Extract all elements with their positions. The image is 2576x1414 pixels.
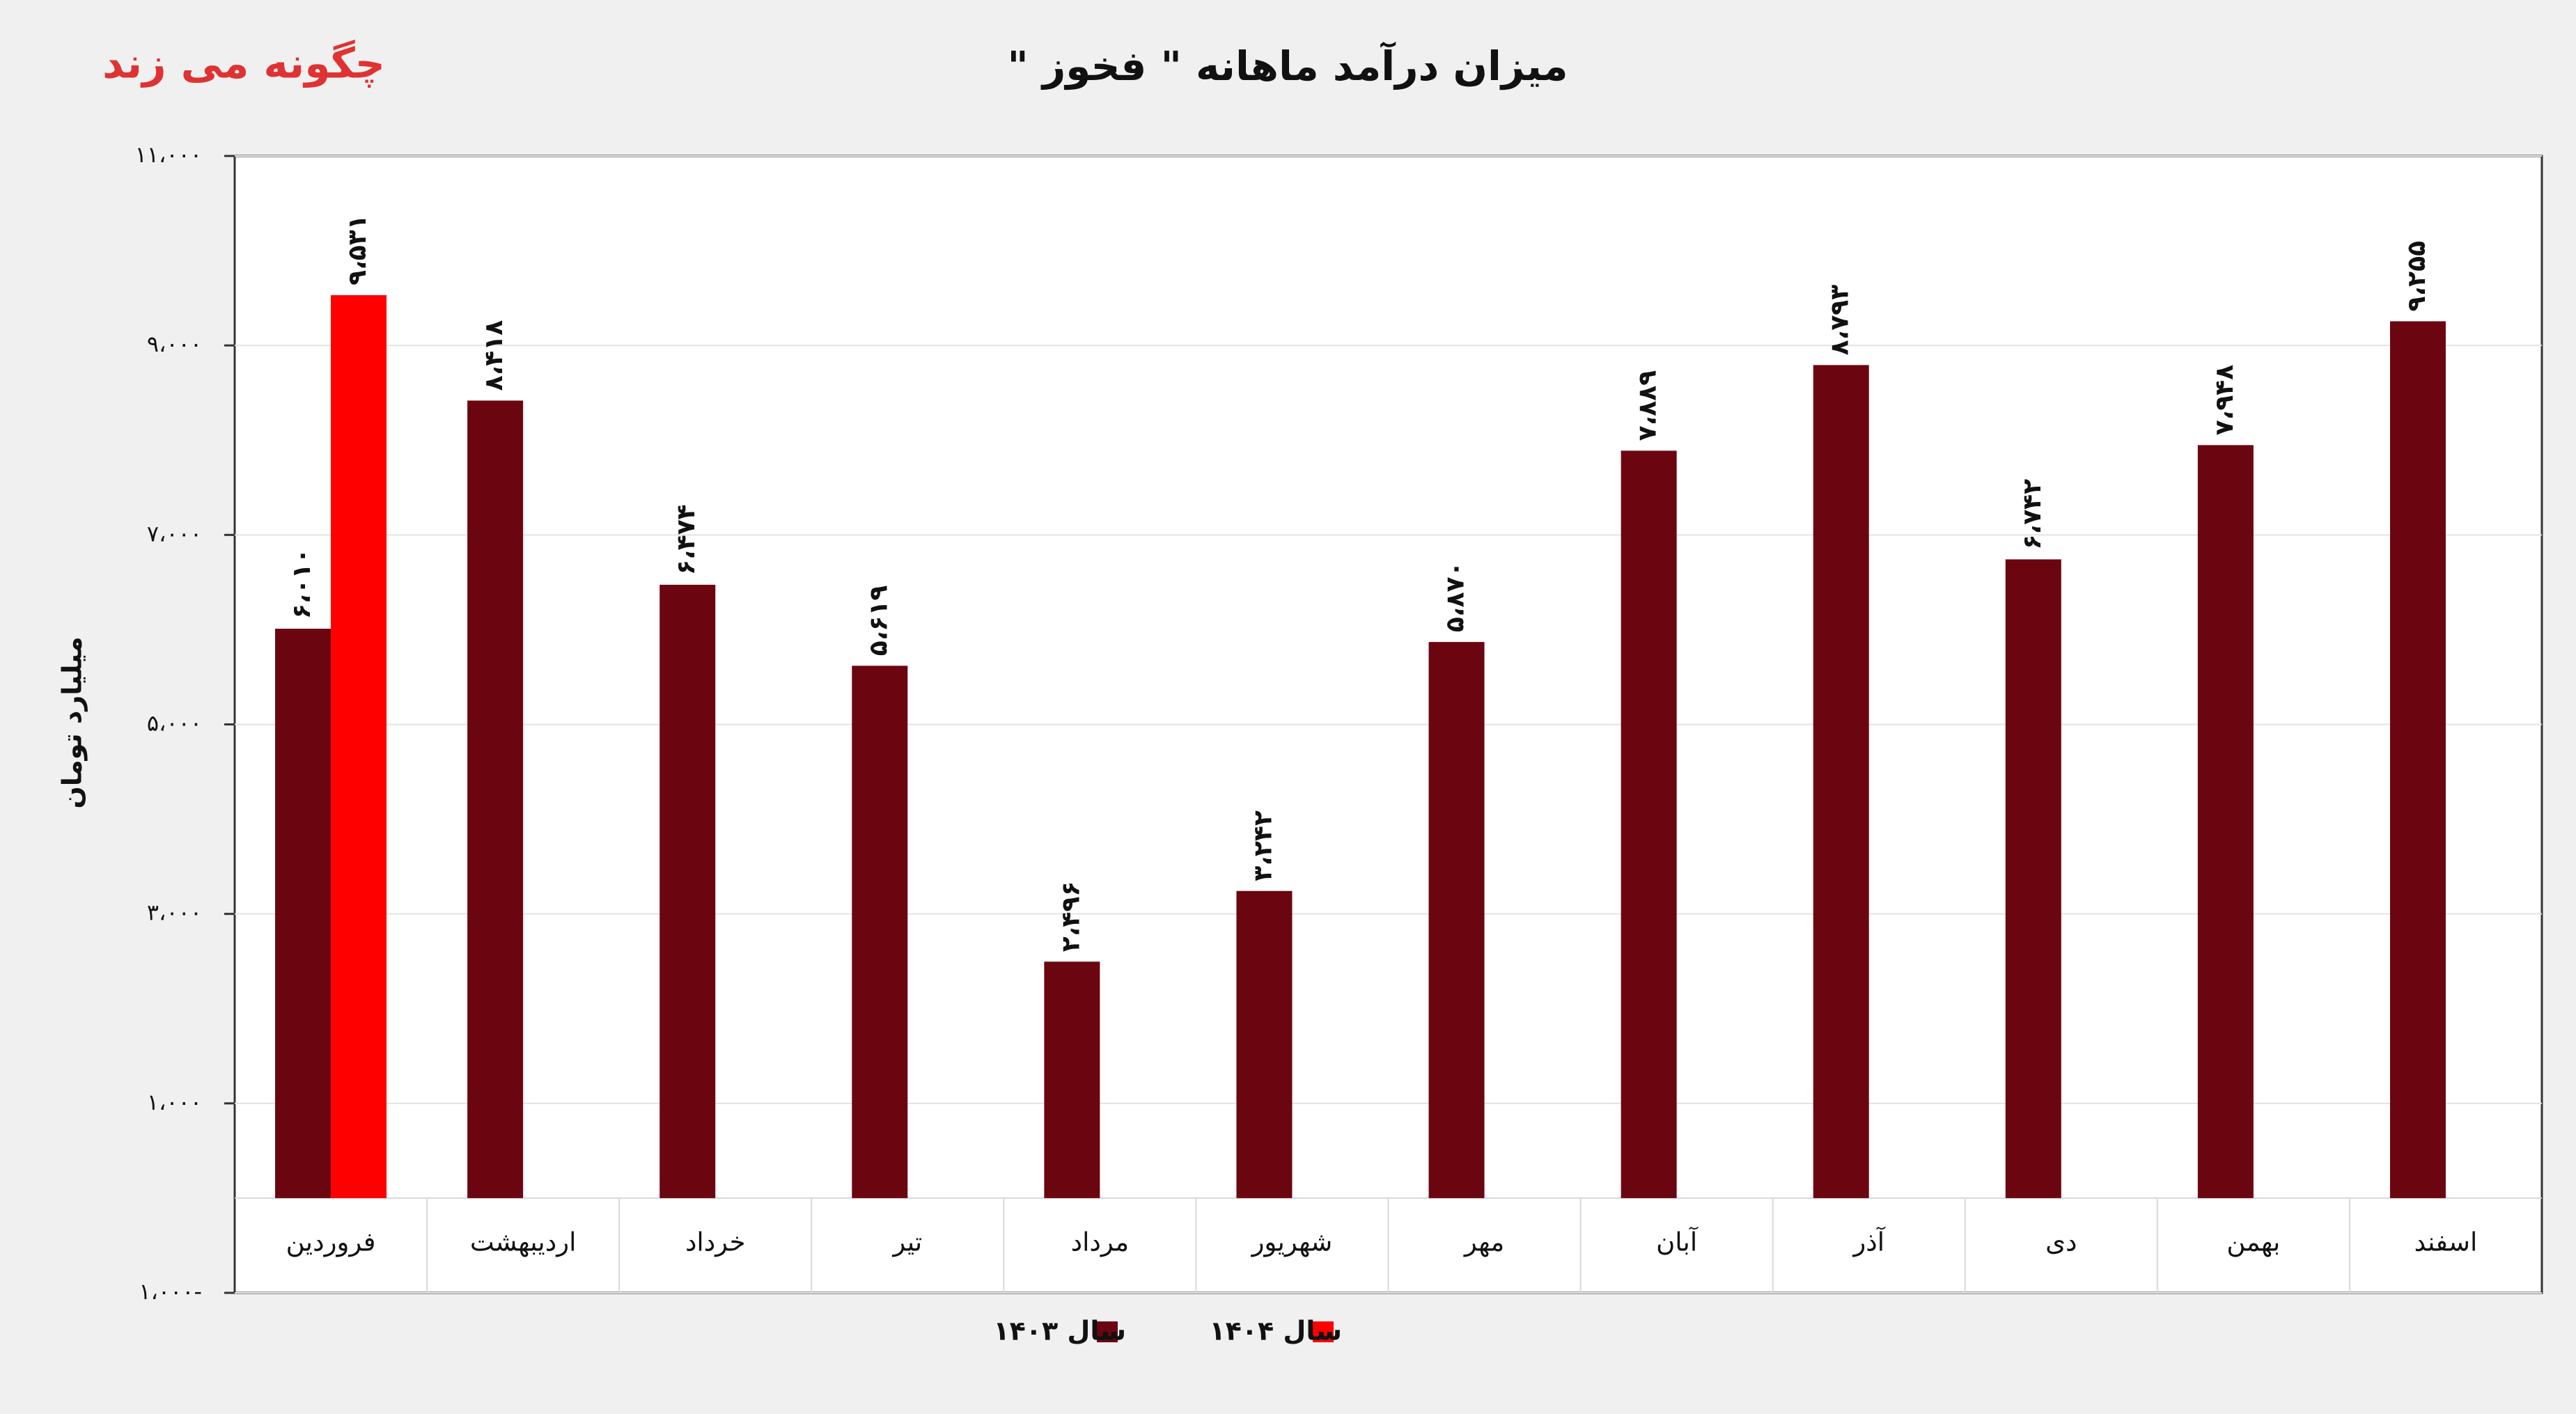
x-tick-label: مرداد — [1071, 1227, 1129, 1257]
y-tick-label: ۷،۰۰۰ — [147, 520, 202, 547]
value-label: ۵،۶۱۹ — [864, 586, 893, 657]
bar — [2197, 445, 2254, 1198]
y-tick-label: ۱،۰۰۰- — [139, 1278, 202, 1305]
value-label: ۳،۲۴۲ — [1249, 810, 1277, 881]
value-label: ۹،۵۳۱ — [343, 214, 372, 285]
y-tick-label: ۱،۰۰۰ — [147, 1089, 202, 1115]
x-tick-label: اسفند — [2414, 1227, 2478, 1257]
bar — [2389, 321, 2446, 1198]
bar — [659, 584, 716, 1198]
x-tick-label: تیر — [891, 1227, 922, 1257]
value-label: ۲،۴۹۶ — [1056, 881, 1085, 952]
value-label: ۶،۷۴۲ — [2018, 479, 2047, 550]
bar — [1621, 450, 1677, 1198]
y-axis-label: میلیارد تومان — [57, 636, 88, 808]
x-tick-label: خرداد — [685, 1227, 746, 1257]
bar — [1044, 961, 1100, 1198]
bar — [1428, 642, 1485, 1198]
value-label: ۶،۴۷۴ — [672, 504, 701, 575]
x-tick-label: آذر — [1852, 1227, 1885, 1257]
bar — [852, 666, 908, 1198]
value-label: ۸،۷۹۳ — [1826, 285, 1855, 356]
watermark: چگونه می زند — [102, 40, 385, 88]
legend-swatch — [1097, 1321, 1118, 1342]
bar — [275, 629, 331, 1198]
x-tick-label: اردیبهشت — [470, 1227, 576, 1257]
value-label: ۵،۸۷۰ — [1442, 562, 1470, 633]
x-tick-label: فروردین — [286, 1227, 376, 1257]
bar — [331, 294, 387, 1198]
x-tick-label: دی — [2045, 1227, 2077, 1257]
value-label: ۶،۰۱۰ — [288, 548, 316, 619]
bar — [1236, 890, 1293, 1198]
legend-label: سال ۱۴۰۴ — [1209, 1316, 1342, 1346]
y-tick-label: ۳،۰۰۰ — [147, 900, 202, 926]
legend-label: سال ۱۴۰۳ — [993, 1316, 1126, 1346]
bar — [467, 400, 524, 1198]
x-tick-label: مهر — [1463, 1227, 1504, 1257]
bar — [2005, 559, 2061, 1198]
x-tick-label: بهمن — [2226, 1227, 2280, 1257]
bar — [1813, 365, 1869, 1198]
value-label: ۷،۸۸۹ — [1634, 370, 1662, 441]
value-label: ۸،۴۱۸ — [480, 320, 508, 391]
y-tick-label: ۱۱،۰۰۰ — [135, 141, 202, 168]
x-tick-label: شهریور — [1251, 1227, 1333, 1257]
value-label: ۹،۲۵۵ — [2403, 241, 2431, 312]
x-tick-label: آبان — [1656, 1227, 1699, 1257]
chart-title: میزان درآمد ماهانه " فخوز " — [1007, 41, 1568, 91]
value-label: ۷،۹۴۸ — [2210, 365, 2239, 436]
y-tick-label: ۹،۰۰۰ — [147, 331, 202, 357]
y-tick-label: ۵،۰۰۰ — [147, 710, 202, 737]
legend-swatch — [1313, 1321, 1334, 1342]
